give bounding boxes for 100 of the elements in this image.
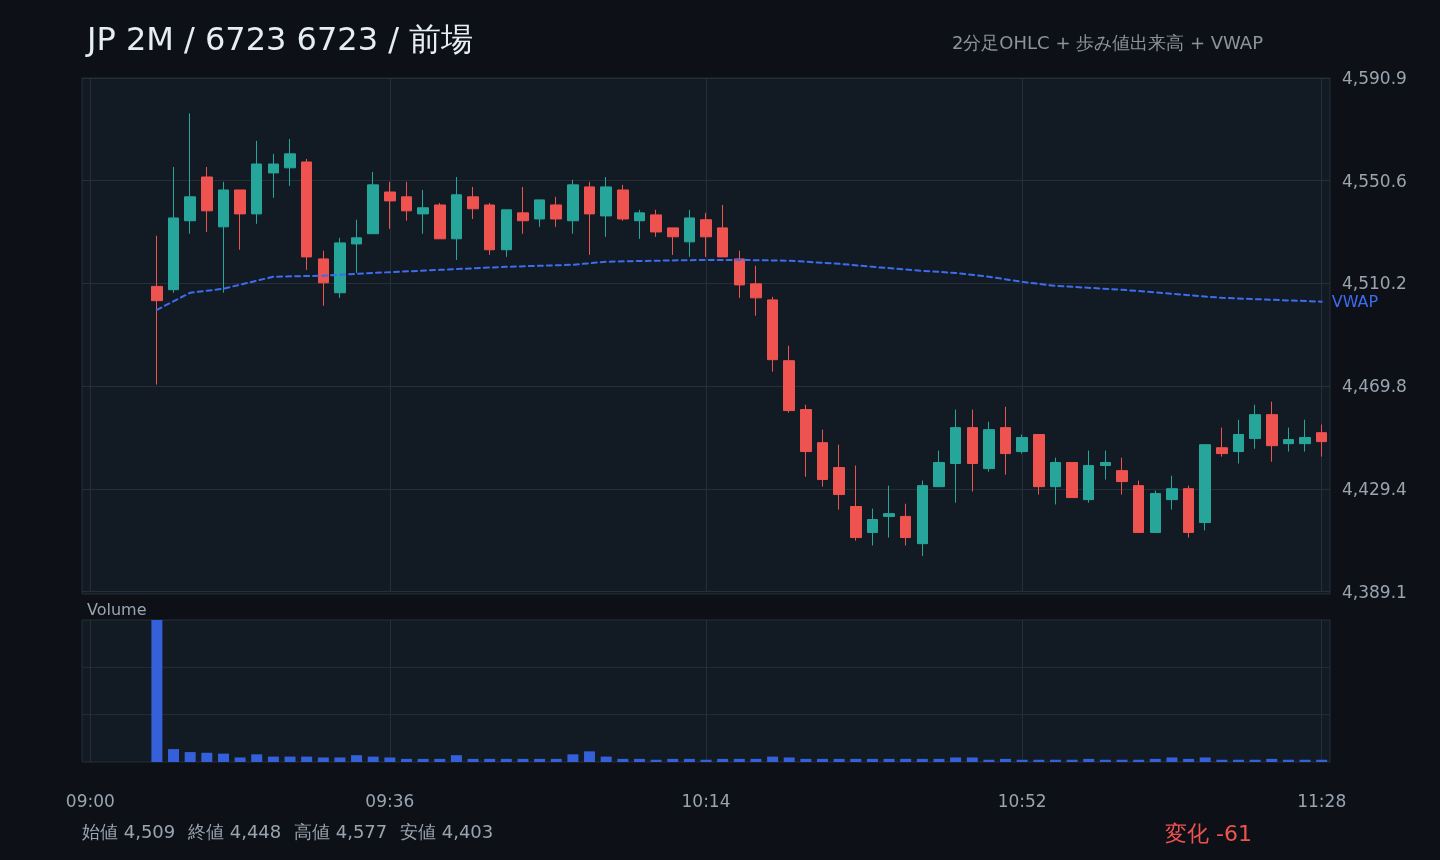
bar <box>567 754 579 762</box>
candlestick <box>1016 434 1028 455</box>
series-label: VWAP <box>1331 292 1379 312</box>
bar <box>417 758 429 762</box>
candlestick <box>817 429 828 488</box>
candlestick <box>434 202 446 240</box>
bar <box>400 758 412 762</box>
candlestick <box>800 404 812 478</box>
candlestick <box>1116 457 1128 496</box>
chart-subtitle: 2分足OHLC + 歩み値出来高 + VWAP <box>951 31 1264 53</box>
candlestick <box>783 345 795 414</box>
bar <box>550 758 562 762</box>
bar <box>1199 757 1211 762</box>
bar <box>517 758 529 762</box>
candlestick <box>1066 461 1078 499</box>
candlestick <box>634 209 645 240</box>
y-tick-label: 4,550.6 <box>1342 170 1407 191</box>
candlestick <box>1150 489 1161 533</box>
candlestick <box>301 158 312 271</box>
bar <box>168 749 180 762</box>
candlestick <box>268 153 279 199</box>
y-tick-label: 4,429.4 <box>1342 478 1407 499</box>
candlestick <box>318 250 329 307</box>
text: 安値 4,403 <box>400 820 494 842</box>
bar <box>184 752 196 762</box>
x-tick-label: 10:14 <box>681 790 731 811</box>
bar <box>733 758 745 762</box>
bar <box>151 620 163 762</box>
bar <box>783 757 795 762</box>
bar <box>450 755 462 762</box>
bar <box>767 756 779 762</box>
bar <box>251 754 263 762</box>
bar <box>484 758 496 762</box>
chart-title: Volume <box>87 599 147 619</box>
bar <box>1000 758 1012 762</box>
bar <box>1266 758 1278 762</box>
candlestick <box>1249 404 1261 450</box>
bar <box>633 758 645 762</box>
candlestick <box>1233 419 1244 465</box>
bar <box>900 758 912 762</box>
candlestick <box>184 112 196 235</box>
candlestick <box>550 196 562 228</box>
y-tick-label: 4,510.2 <box>1342 273 1407 294</box>
candlestick <box>617 184 629 222</box>
candlestick <box>717 204 728 258</box>
candlestick <box>384 181 396 230</box>
candlestick <box>1050 457 1061 505</box>
bar <box>850 758 862 762</box>
bar <box>1149 758 1161 762</box>
candlestick <box>168 166 179 294</box>
candlestick <box>1266 401 1278 463</box>
candlestick <box>933 450 945 488</box>
candlestick <box>900 503 911 546</box>
bar <box>334 757 346 762</box>
x-tick-label: 09:36 <box>365 790 415 811</box>
candlestick <box>917 480 928 557</box>
bar <box>916 758 928 762</box>
candlestick <box>1133 480 1144 533</box>
x-tick-label: 10:52 <box>997 790 1047 811</box>
bar <box>866 758 878 762</box>
candlestick <box>218 181 229 294</box>
bar <box>833 758 845 762</box>
candlestick <box>1216 427 1228 458</box>
candlestick <box>767 296 778 373</box>
bar <box>1166 757 1178 762</box>
candlestick <box>334 237 346 299</box>
bar <box>883 758 895 762</box>
candlestick <box>600 176 612 238</box>
bar <box>434 758 446 762</box>
candlestick <box>734 250 745 299</box>
candlestick <box>750 265 762 317</box>
candlestick <box>950 409 961 504</box>
candlestick <box>467 186 479 220</box>
bar <box>817 758 829 762</box>
bar <box>1183 758 1195 762</box>
candlestick <box>1033 434 1045 496</box>
x-tick-label: 11:28 <box>1297 790 1347 811</box>
candlestick <box>883 485 895 539</box>
candlestick <box>367 171 379 235</box>
bar <box>467 758 479 762</box>
bar <box>317 757 329 762</box>
candlestick <box>983 421 995 473</box>
candlestick <box>684 209 695 258</box>
bar <box>950 757 962 762</box>
text: 高値 4,577 <box>294 820 388 842</box>
bar <box>584 751 596 762</box>
candlestick <box>251 140 262 225</box>
candlestick <box>451 176 462 261</box>
candlestick <box>234 189 246 251</box>
bar <box>201 752 213 762</box>
candlestick <box>1283 427 1294 453</box>
candlestick <box>1183 485 1194 539</box>
candlestick <box>567 179 579 235</box>
candlestick <box>584 181 595 256</box>
bar <box>717 758 729 762</box>
bar <box>1083 758 1095 762</box>
bar <box>933 758 945 762</box>
bar <box>267 756 279 762</box>
bar <box>301 756 313 762</box>
candlestick <box>501 209 512 258</box>
